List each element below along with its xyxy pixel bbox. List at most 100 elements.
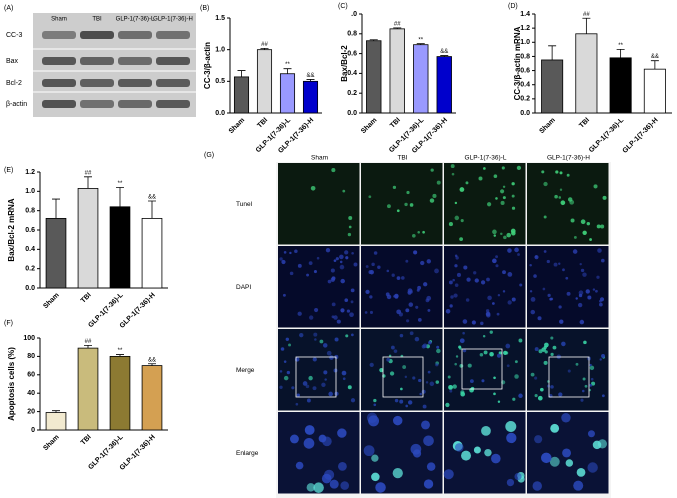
cell xyxy=(473,446,481,454)
cell xyxy=(333,315,338,320)
cell xyxy=(295,461,304,470)
panel-label: (G) xyxy=(204,152,214,159)
blot-band xyxy=(118,57,152,65)
significance-mark: && xyxy=(148,195,156,201)
blot-column-label: GLP-1(7-36)-H xyxy=(153,17,193,23)
cell xyxy=(389,371,395,376)
bar xyxy=(413,44,429,114)
cell xyxy=(491,453,501,464)
cell xyxy=(319,339,324,344)
cell xyxy=(541,452,552,464)
cell xyxy=(432,193,437,199)
cell xyxy=(506,478,515,487)
x-tick-label: GLP-1(7-36)-H xyxy=(622,117,660,155)
panel-label: (B) xyxy=(200,5,209,12)
cell xyxy=(575,297,578,300)
cell xyxy=(565,459,574,467)
cell xyxy=(429,198,435,203)
error-bar xyxy=(260,48,269,50)
cell xyxy=(530,297,536,302)
cell xyxy=(394,398,399,403)
cell xyxy=(303,438,315,449)
cell xyxy=(312,386,317,391)
cell xyxy=(550,423,560,433)
x-tick-label: TBI xyxy=(256,117,269,130)
y-tick-label: 1.0 xyxy=(25,188,35,195)
cell xyxy=(495,197,498,200)
cell xyxy=(589,365,595,371)
cell xyxy=(454,443,464,452)
cell xyxy=(417,231,420,234)
cell xyxy=(534,394,538,398)
cell xyxy=(589,383,593,387)
cell xyxy=(580,398,584,402)
cell xyxy=(282,293,286,297)
cell xyxy=(325,248,331,253)
cell xyxy=(314,307,319,313)
cell xyxy=(365,265,369,268)
cell xyxy=(323,370,328,375)
blot-band xyxy=(156,100,190,108)
cell xyxy=(461,450,472,461)
cell xyxy=(558,262,561,265)
cell xyxy=(312,357,317,362)
error-bar xyxy=(148,200,156,219)
blot-row-label: Bcl-2 xyxy=(6,80,22,87)
cell xyxy=(445,402,450,408)
cell xyxy=(599,358,602,361)
error-bar xyxy=(548,45,557,60)
bar xyxy=(109,206,131,289)
bar xyxy=(233,76,250,114)
y-tick-label: 0.0 xyxy=(520,110,530,117)
cell xyxy=(345,256,349,260)
error-bar xyxy=(84,176,92,189)
cell xyxy=(436,180,441,185)
cell xyxy=(406,190,410,195)
y-tick-label: 0.2 xyxy=(25,266,35,273)
cell xyxy=(407,400,413,405)
cell xyxy=(392,185,397,190)
cell xyxy=(587,462,598,473)
cell xyxy=(511,194,515,198)
cell xyxy=(422,343,428,349)
cell xyxy=(297,263,302,268)
bar xyxy=(45,412,67,431)
panel-label: (D) xyxy=(508,3,518,10)
cell xyxy=(309,315,314,320)
cell xyxy=(572,249,578,254)
cell xyxy=(544,350,548,354)
cell xyxy=(519,283,523,287)
cell xyxy=(566,173,570,177)
cell xyxy=(575,362,579,366)
cell xyxy=(599,297,605,302)
cell xyxy=(593,184,598,189)
cell xyxy=(599,302,603,307)
x-tick-label: TBI xyxy=(80,292,93,305)
cell xyxy=(450,164,455,169)
y-tick-label: 0.4 xyxy=(347,70,357,77)
blot-band xyxy=(42,57,76,65)
cell xyxy=(396,276,401,280)
cell xyxy=(340,308,345,313)
y-tick-label: 0.4 xyxy=(25,246,35,253)
cell xyxy=(391,345,395,350)
cell xyxy=(493,234,496,237)
cell xyxy=(308,261,313,266)
y-tick-label: 80 xyxy=(27,353,35,360)
cell xyxy=(351,251,354,255)
cell xyxy=(534,255,538,258)
cell xyxy=(404,375,408,379)
y-tick-label: 20 xyxy=(27,408,35,415)
y-axis-label: CC-3/β-actin mRNA xyxy=(513,26,522,100)
cell xyxy=(299,332,304,338)
error-bar xyxy=(52,198,60,219)
blot-band xyxy=(80,100,114,108)
cell xyxy=(415,305,419,309)
cell xyxy=(500,232,503,236)
blot-band xyxy=(80,31,114,39)
cell xyxy=(592,440,602,450)
cell xyxy=(371,454,379,462)
cell xyxy=(578,290,584,296)
cell xyxy=(565,276,569,280)
cell xyxy=(561,341,566,347)
